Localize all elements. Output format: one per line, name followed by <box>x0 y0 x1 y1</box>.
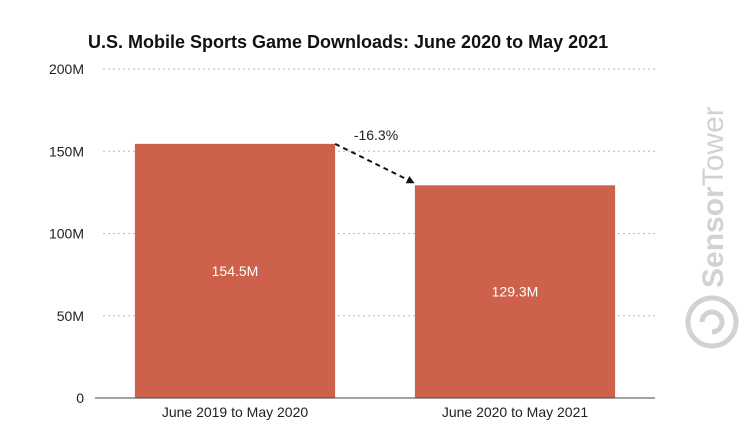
bar-value-label: 154.5M <box>212 263 259 279</box>
sensortower-logo-text: SensorTower <box>697 106 730 288</box>
y-axis-ticks: 0 50M 100M 150M 200M <box>49 61 84 406</box>
chart-title: U.S. Mobile Sports Game Downloads: June … <box>88 32 608 52</box>
change-label: -16.3% <box>354 127 398 143</box>
bar-value-label: 129.3M <box>492 284 539 300</box>
bar <box>134 143 336 398</box>
sensortower-logo-icon <box>685 295 739 349</box>
bars <box>134 143 616 398</box>
change-annotation: -16.3% <box>334 127 415 184</box>
sensortower-logo: SensorTower <box>685 106 739 349</box>
x-axis-labels: June 2019 to May 2020 June 2020 to May 20… <box>162 404 589 420</box>
y-tick-label: 150M <box>49 143 84 159</box>
y-tick-label: 100M <box>49 226 84 242</box>
x-category-label: June 2020 to May 2021 <box>442 404 589 420</box>
x-category-label: June 2019 to May 2020 <box>162 404 309 420</box>
y-tick-label: 50M <box>57 308 84 324</box>
data-labels: 154.5M 129.3M <box>212 263 539 300</box>
y-tick-label: 0 <box>76 390 84 406</box>
bar <box>414 185 616 398</box>
change-arrow <box>334 142 415 184</box>
y-tick-label: 200M <box>49 61 84 77</box>
